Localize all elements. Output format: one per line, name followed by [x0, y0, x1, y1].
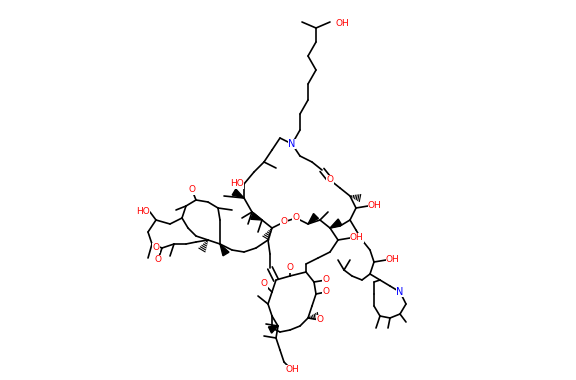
Text: OH: OH [386, 255, 400, 264]
Text: HO: HO [230, 179, 244, 188]
Text: OH: OH [336, 19, 350, 28]
Text: O: O [260, 280, 267, 288]
Text: N: N [396, 287, 404, 297]
Text: O: O [154, 255, 161, 264]
Text: O: O [323, 288, 329, 296]
Text: N: N [289, 139, 295, 149]
Text: O: O [323, 276, 329, 285]
Text: O: O [293, 214, 300, 223]
Text: O: O [188, 185, 195, 195]
Polygon shape [330, 219, 342, 228]
Text: OH: OH [368, 201, 382, 211]
Polygon shape [308, 214, 319, 224]
Text: O: O [316, 315, 324, 325]
Polygon shape [251, 213, 262, 220]
Polygon shape [220, 244, 229, 256]
Text: O: O [286, 263, 294, 272]
Text: O: O [281, 217, 287, 226]
Polygon shape [268, 326, 278, 333]
Text: HO: HO [137, 207, 150, 217]
Text: O: O [153, 244, 160, 252]
Text: OH: OH [285, 366, 299, 375]
Text: OH: OH [350, 233, 364, 242]
Polygon shape [232, 189, 244, 198]
Text: O: O [327, 176, 334, 185]
